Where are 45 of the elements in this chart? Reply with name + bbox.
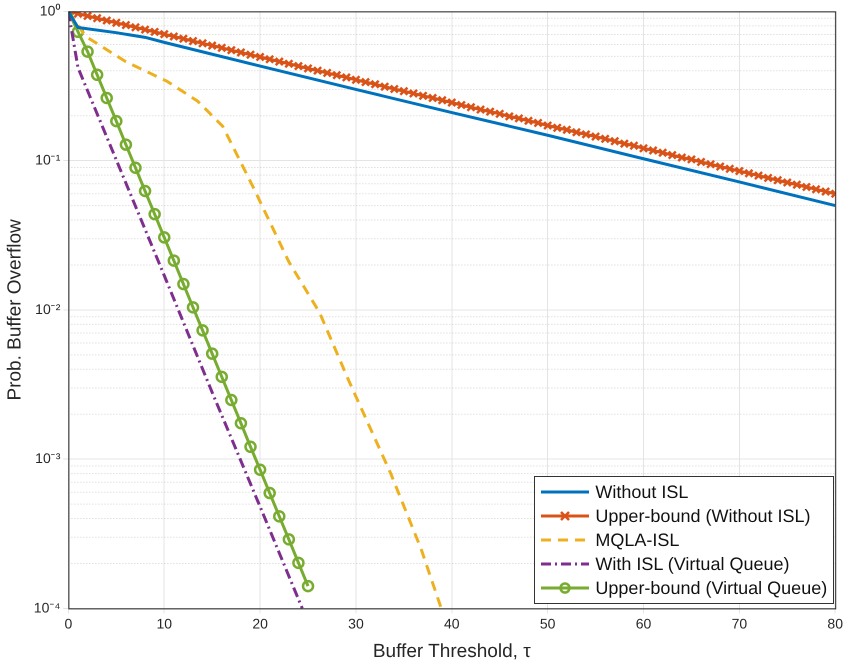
point (206, 347, 218, 360)
y-tick-label: 10⁻² (35, 300, 61, 317)
point (90, 68, 104, 82)
y-axis-title: Prob. Buffer Overflow (4, 218, 26, 401)
point (292, 556, 305, 570)
legend-label: MQLA-ISL (595, 530, 680, 551)
point (168, 254, 180, 267)
legend-label: Upper-bound (Virtual Queue) (595, 578, 828, 599)
point (282, 533, 296, 546)
x-tick-label: 20 (252, 616, 268, 632)
y-tick-label: 10⁰ (40, 2, 60, 18)
point (81, 45, 94, 58)
point (177, 278, 190, 290)
x-tick-label: 30 (348, 616, 364, 632)
x-tick-label: 10 (156, 616, 172, 632)
legend-label: With ISL (Virtual Queue) (595, 554, 790, 575)
x-tick-label: 60 (636, 616, 652, 632)
x-tick-label: 70 (732, 616, 748, 632)
point (148, 208, 161, 220)
point (263, 486, 276, 500)
point (110, 114, 123, 128)
legend-label: Without ISL (595, 482, 688, 503)
point (254, 464, 266, 476)
x-tick-label: 50 (540, 616, 556, 632)
x-tick-label: 0 (64, 616, 72, 632)
point (244, 440, 257, 454)
x-tick-label: 40 (444, 616, 460, 632)
point (186, 301, 200, 314)
point (158, 231, 170, 244)
point (273, 510, 286, 523)
point (234, 417, 248, 430)
y-tick-label: 10⁻³ (35, 450, 61, 466)
point (129, 162, 142, 174)
y-tick-label: 10⁻⁴ (34, 599, 60, 616)
legend-label: Upper-bound (Without ISL) (595, 506, 811, 527)
point (302, 580, 314, 592)
point (196, 324, 209, 337)
point (225, 394, 238, 406)
point (100, 92, 113, 104)
point (120, 138, 132, 151)
point (138, 184, 152, 198)
y-tick-label: 10⁻¹ (35, 152, 61, 168)
x-axis-title: Buffer Threshold, τ (372, 640, 532, 662)
x-tick-label: 80 (827, 616, 844, 632)
point (216, 370, 228, 384)
